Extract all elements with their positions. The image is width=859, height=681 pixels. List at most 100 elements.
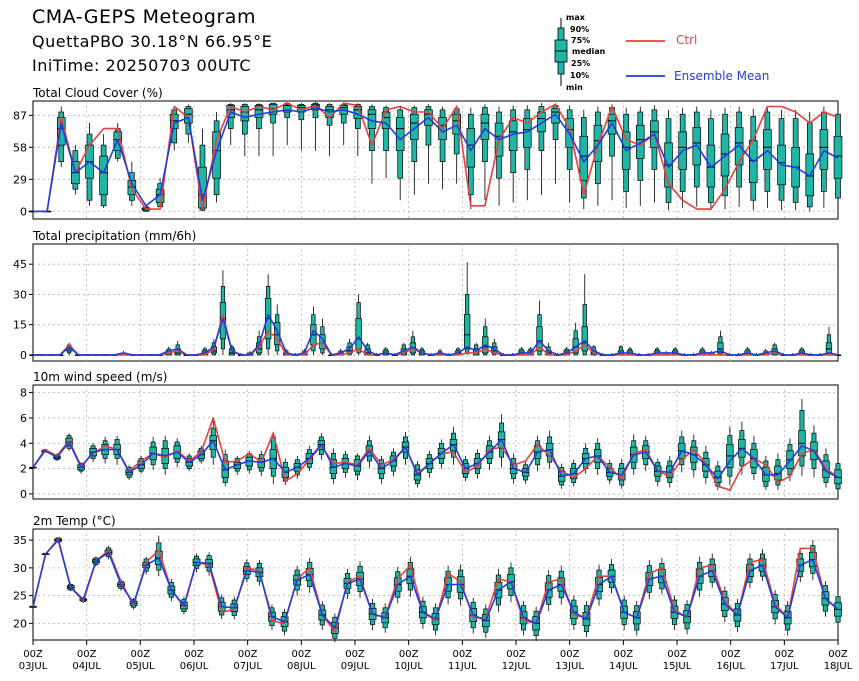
box-whisker bbox=[825, 326, 833, 356]
box-whisker bbox=[466, 107, 476, 210]
box-whisker bbox=[720, 107, 730, 210]
box-whisker bbox=[377, 455, 386, 484]
y-tick-label: 6 bbox=[20, 412, 27, 425]
time-axis: 00Z03JUL00Z04JUL00Z05JUL00Z06JUL00Z07JUL… bbox=[19, 640, 853, 672]
box-whisker bbox=[99, 134, 108, 208]
panel-frame bbox=[32, 243, 839, 362]
box-whisker bbox=[282, 102, 292, 146]
box-whisker bbox=[635, 106, 645, 206]
station-location: QuettaPBO 30.18°N 66.95°E bbox=[32, 32, 273, 51]
x-tick-date: 09JUL bbox=[341, 661, 370, 672]
y-tick-label: 25 bbox=[13, 590, 27, 603]
y-tick-label: 0 bbox=[20, 349, 27, 362]
box-inner bbox=[319, 334, 326, 350]
box-whisker bbox=[692, 106, 702, 207]
x-tick-date: 03JUL bbox=[19, 661, 48, 672]
box-whisker bbox=[410, 105, 419, 195]
legend-key-p25: 25% bbox=[571, 59, 591, 68]
panel-2: 0 15 30 45 Total precipitation (mm/6h) bbox=[13, 229, 842, 362]
box-inner bbox=[184, 108, 193, 124]
box-inner bbox=[581, 326, 588, 352]
box-inner bbox=[452, 113, 461, 135]
y-tick-label: 0 bbox=[20, 205, 27, 218]
box-whisker bbox=[438, 106, 447, 190]
box-whisker bbox=[480, 104, 490, 201]
box-inner bbox=[155, 188, 165, 203]
legend-key-p75: 75% bbox=[571, 36, 591, 45]
ensemble-mean-line bbox=[32, 539, 839, 629]
y-tick-label: 0 bbox=[20, 488, 27, 501]
box-inner bbox=[819, 129, 829, 170]
x-tick-hour: 00Z bbox=[721, 649, 741, 660]
x-tick-date: 05JUL bbox=[126, 661, 155, 672]
x-tick-hour: 00Z bbox=[238, 649, 258, 660]
panel-frame bbox=[32, 528, 839, 641]
ctrl-line bbox=[32, 538, 839, 633]
x-tick-hour: 00Z bbox=[506, 649, 526, 660]
ctrl-line bbox=[33, 102, 839, 213]
box-inner bbox=[254, 105, 264, 118]
box-whisker bbox=[226, 103, 236, 146]
box-inner bbox=[714, 470, 722, 483]
y-tick-label: 2 bbox=[20, 463, 27, 476]
x-tick-hour: 00Z bbox=[345, 649, 365, 660]
box-outer bbox=[312, 102, 319, 118]
x-tick-date: 17JUL bbox=[770, 661, 799, 672]
box-inner bbox=[395, 117, 405, 151]
y-tick-label: 29 bbox=[13, 173, 27, 186]
box-inner bbox=[274, 322, 281, 346]
x-tick-date: 16JUL bbox=[716, 661, 745, 672]
ensemble-mean-line bbox=[33, 313, 839, 356]
x-tick-hour: 00Z bbox=[131, 649, 151, 660]
x-tick-hour: 00Z bbox=[667, 649, 687, 660]
x-tick-hour: 00Z bbox=[560, 649, 580, 660]
box-whisker bbox=[409, 330, 417, 356]
box-inner bbox=[240, 106, 250, 122]
y-tick-label: 58 bbox=[13, 141, 27, 154]
box-inner bbox=[825, 342, 833, 354]
box-whisker bbox=[452, 105, 461, 184]
x-tick-date: 12JUL bbox=[502, 661, 531, 672]
box-whisker bbox=[777, 109, 786, 211]
x-tick-date: 08JUL bbox=[287, 661, 316, 672]
meteogram-panels: 0 29 58 87 Total Cloud Cover (%) 0 15 30 45 Total… bbox=[13, 86, 843, 643]
panel-1: 0 29 58 87 Total Cloud Cover (%) bbox=[13, 86, 843, 220]
x-tick-hour: 00Z bbox=[828, 649, 848, 660]
y-tick-label: 20 bbox=[13, 617, 27, 630]
x-tick-date: 06JUL bbox=[180, 661, 209, 672]
box-whisker bbox=[805, 112, 815, 212]
x-tick-date: 14JUL bbox=[609, 661, 638, 672]
box-outer bbox=[425, 106, 432, 146]
x-tick-date: 04JUL bbox=[72, 661, 101, 672]
x-tick-hour: 00Z bbox=[614, 649, 634, 660]
legend-key-p10: 10% bbox=[570, 71, 590, 80]
legend-ctrl-label: Ctrl bbox=[676, 33, 698, 47]
x-tick-hour: 00Z bbox=[453, 649, 473, 660]
box-whisker bbox=[607, 104, 617, 201]
box-whisker bbox=[834, 592, 842, 628]
x-tick-hour: 00Z bbox=[184, 649, 204, 660]
box-inner bbox=[410, 113, 419, 140]
y-tick-label: 4 bbox=[20, 437, 27, 450]
box-group bbox=[29, 398, 842, 493]
box-inner bbox=[720, 133, 730, 177]
x-tick-hour: 00Z bbox=[775, 649, 795, 660]
box-inner bbox=[763, 129, 772, 170]
ensemble-mean-line bbox=[32, 438, 839, 480]
box-inner bbox=[282, 103, 292, 113]
y-tick-label: 30 bbox=[13, 562, 27, 575]
y-tick-label: 15 bbox=[13, 319, 27, 332]
x-tick-date: 13JUL bbox=[555, 661, 584, 672]
box-inner bbox=[833, 135, 843, 179]
panel-title: Total precipitation (mm/6h) bbox=[32, 229, 196, 243]
legend-key-max: max bbox=[566, 13, 585, 22]
ensemble-mean-line bbox=[33, 106, 839, 213]
box-whisker bbox=[395, 106, 405, 201]
box-whisker bbox=[763, 106, 772, 208]
x-tick-hour: 00Z bbox=[292, 649, 312, 660]
panel-title: 10m wind speed (m/s) bbox=[33, 370, 167, 384]
box-whisker bbox=[174, 340, 181, 356]
x-tick-date: 07JUL bbox=[233, 661, 262, 672]
init-time: IniTime: 20250703 00UTC bbox=[32, 56, 252, 75]
legend-mean-label: Ensemble Mean bbox=[674, 69, 770, 83]
